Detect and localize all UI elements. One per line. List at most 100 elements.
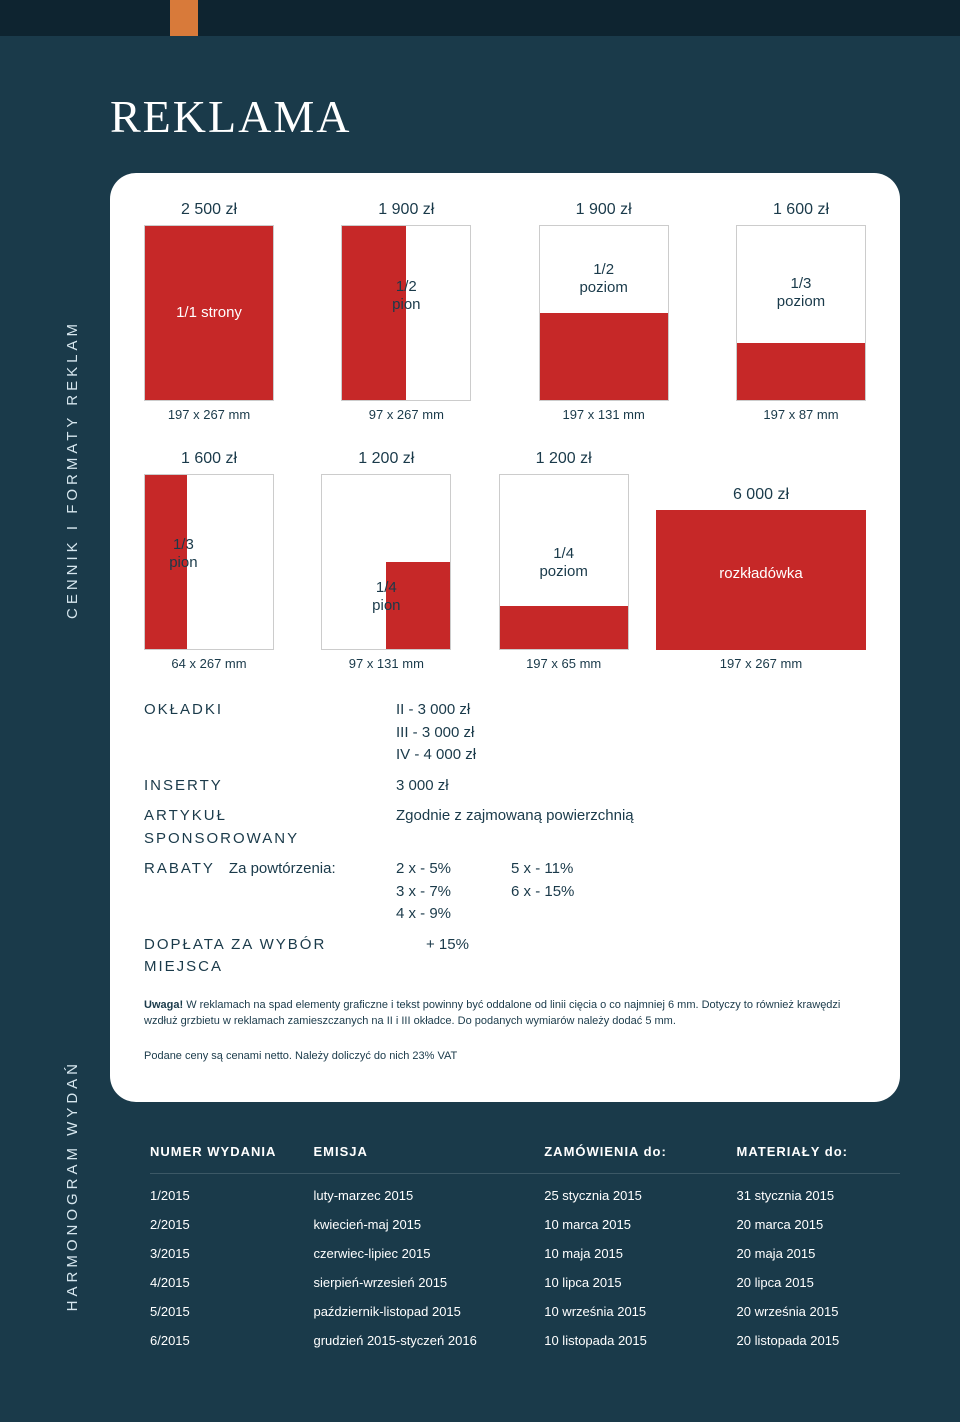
format-label: 1/3 poziom: [737, 275, 865, 311]
formats-row-2: 1 600 zł 1/3 pion 64 x 267 mm 1 200 zł 1/4 p…: [144, 450, 866, 671]
schedule-cell: luty-marzec 2015: [313, 1188, 544, 1203]
schedule-row: 6/2015grudzień 2015-styczeń 201610 listo…: [150, 1333, 900, 1348]
format-item: 1 600 zł 1/3 poziom 197 x 87 mm: [736, 201, 866, 422]
schedule-cell: 20 lipca 2015: [737, 1275, 900, 1290]
format-item: 1 900 zł 1/2 poziom 197 x 131 mm: [539, 201, 669, 422]
schedule-cell: 2/2015: [150, 1217, 313, 1232]
inserty-label: INSERTY: [144, 775, 374, 798]
schedule-cell: sierpień-wrzesień 2015: [313, 1275, 544, 1290]
format-dimension: 97 x 267 mm: [369, 407, 444, 422]
format-item: 1 900 zł 1/2 pion 97 x 267 mm: [341, 201, 471, 422]
sched-h1: NUMER WYDANIA: [150, 1144, 313, 1159]
format-label: 1/4 poziom: [500, 545, 628, 581]
format-label: 1/2 pion: [342, 278, 470, 314]
note-netto: Podane ceny są cenami netto. Należy doli…: [144, 1048, 866, 1065]
format-shape: 1/2 pion: [341, 225, 471, 401]
format-item: 2 500 zł 1/1 strony 197 x 267 mm: [144, 201, 274, 422]
side-label-harmonogram: HARMONOGRAM WYDAŃ: [64, 1060, 81, 1311]
format-item: 6 000 zł rozkładówka 197 x 267 mm: [656, 486, 866, 671]
format-price: 6 000 zł: [733, 486, 789, 504]
format-dimension: 197 x 267 mm: [168, 407, 250, 422]
format-shape: 1/3 poziom: [736, 225, 866, 401]
format-dimension: 197 x 65 mm: [526, 656, 601, 671]
format-price: 2 500 zł: [181, 201, 237, 219]
format-label: 1/3 pion: [144, 536, 247, 572]
note-uwaga: Uwaga! W reklamach na spad elementy graf…: [144, 997, 866, 1030]
rabaty-c1-3: 4 x - 9%: [396, 903, 451, 926]
okladki-line-2: III - 3 000 zł: [396, 722, 476, 745]
format-label: 1/2 poziom: [540, 261, 668, 297]
format-shape: 1/2 poziom: [539, 225, 669, 401]
format-shape: 1/4 poziom: [499, 474, 629, 650]
doplata-label: DOPŁATA ZA WYBÓR MIEJSCA: [144, 934, 404, 979]
schedule-header: NUMER WYDANIA EMISJA ZAMÓWIENIA do: MATE…: [150, 1144, 900, 1159]
schedule-cell: 6/2015: [150, 1333, 313, 1348]
rabaty-label: RABATY: [144, 858, 215, 926]
artykul-label: ARTYKUŁ SPONSOROWANY: [144, 805, 374, 850]
format-shape: rozkładówka: [656, 510, 866, 650]
side-label-cennik: CENNIK I FORMATY REKLAM: [64, 320, 81, 619]
schedule-cell: 10 listopada 2015: [544, 1333, 736, 1348]
doplata-value: + 15%: [426, 934, 469, 979]
schedule-row: 2/2015kwiecień-maj 201510 marca 201520 m…: [150, 1217, 900, 1232]
rabaty-c1-1: 2 x - 5%: [396, 858, 451, 881]
okladki-values: II - 3 000 zł III - 3 000 zł IV - 4 000 …: [396, 699, 476, 767]
format-price: 1 200 zł: [358, 450, 414, 468]
format-item: 1 600 zł 1/3 pion 64 x 267 mm: [144, 450, 274, 671]
format-label: 1/1 strony: [145, 304, 273, 322]
sched-h2: EMISJA: [313, 1144, 544, 1159]
schedule-row: 1/2015luty-marzec 201525 stycznia 201531…: [150, 1188, 900, 1203]
sched-h3: ZAMÓWIENIA do:: [544, 1144, 736, 1159]
schedule-cell: 20 września 2015: [737, 1304, 900, 1319]
format-dimension: 197 x 131 mm: [562, 407, 644, 422]
format-dimension: 64 x 267 mm: [171, 656, 246, 671]
format-price: 1 600 zł: [181, 450, 237, 468]
schedule-cell: 10 marca 2015: [544, 1217, 736, 1232]
schedule-cell: 4/2015: [150, 1275, 313, 1290]
schedule-divider: [150, 1173, 900, 1174]
note-uwaga-text: W reklamach na spad elementy graficzne i…: [144, 999, 840, 1028]
schedule-row: 5/2015październik-listopad 201510 wrześn…: [150, 1304, 900, 1319]
artykul-value: Zgodnie z zajmowaną powierzchnią: [396, 805, 634, 850]
format-label: 1/4 pion: [322, 579, 450, 615]
rabaty-c2-1: 5 x - 11%: [511, 858, 574, 881]
format-item: 1 200 zł 1/4 pion 97 x 131 mm: [321, 450, 451, 671]
okladki-line-1: II - 3 000 zł: [396, 699, 476, 722]
format-shape: 1/4 pion: [321, 474, 451, 650]
format-dimension: 197 x 267 mm: [720, 656, 802, 671]
schedule-cell: 10 lipca 2015: [544, 1275, 736, 1290]
schedule-cell: 20 listopada 2015: [737, 1333, 900, 1348]
format-shape: 1/1 strony: [144, 225, 274, 401]
format-label: rozkładówka: [656, 565, 866, 583]
okladki-label: OKŁADKI: [144, 699, 374, 767]
schedule-cell: 5/2015: [150, 1304, 313, 1319]
schedule-cell: 10 maja 2015: [544, 1246, 736, 1261]
inserty-value: 3 000 zł: [396, 775, 449, 798]
schedule-cell: październik-listopad 2015: [313, 1304, 544, 1319]
format-price: 1 900 zł: [378, 201, 434, 219]
schedule-row: 4/2015sierpień-wrzesień 201510 lipca 201…: [150, 1275, 900, 1290]
format-price: 1 900 zł: [576, 201, 632, 219]
page-title: REKLAMA: [110, 90, 900, 143]
schedule-cell: grudzień 2015-styczeń 2016: [313, 1333, 544, 1348]
page: REKLAMA CENNIK I FORMATY REKLAM HARMONOG…: [0, 0, 960, 1422]
schedule-cell: 1/2015: [150, 1188, 313, 1203]
note-uwaga-bold: Uwaga!: [144, 999, 183, 1011]
formats-row-1: 2 500 zł 1/1 strony 197 x 267 mm 1 900 zł 1/…: [144, 201, 866, 422]
rabaty-c1-2: 3 x - 7%: [396, 881, 451, 904]
format-shape: 1/3 pion: [144, 474, 274, 650]
format-dimension: 197 x 87 mm: [763, 407, 838, 422]
format-price: 1 200 zł: [536, 450, 592, 468]
schedule-cell: 3/2015: [150, 1246, 313, 1261]
format-dimension: 97 x 131 mm: [349, 656, 424, 671]
format-price: 1 600 zł: [773, 201, 829, 219]
rabaty-sub: Za powtórzenia:: [229, 858, 336, 926]
schedule-cell: kwiecień-maj 2015: [313, 1217, 544, 1232]
schedule-cell: czerwiec-lipiec 2015: [313, 1246, 544, 1261]
rabaty-c2-2: 6 x - 15%: [511, 881, 574, 904]
schedule-cell: 31 stycznia 2015: [737, 1188, 900, 1203]
format-item: 1 200 zł 1/4 poziom 197 x 65 mm: [499, 450, 629, 671]
schedule: NUMER WYDANIA EMISJA ZAMÓWIENIA do: MATE…: [110, 1144, 900, 1348]
formats-panel: 2 500 zł 1/1 strony 197 x 267 mm 1 900 zł 1/…: [110, 173, 900, 1102]
schedule-cell: 20 maja 2015: [737, 1246, 900, 1261]
